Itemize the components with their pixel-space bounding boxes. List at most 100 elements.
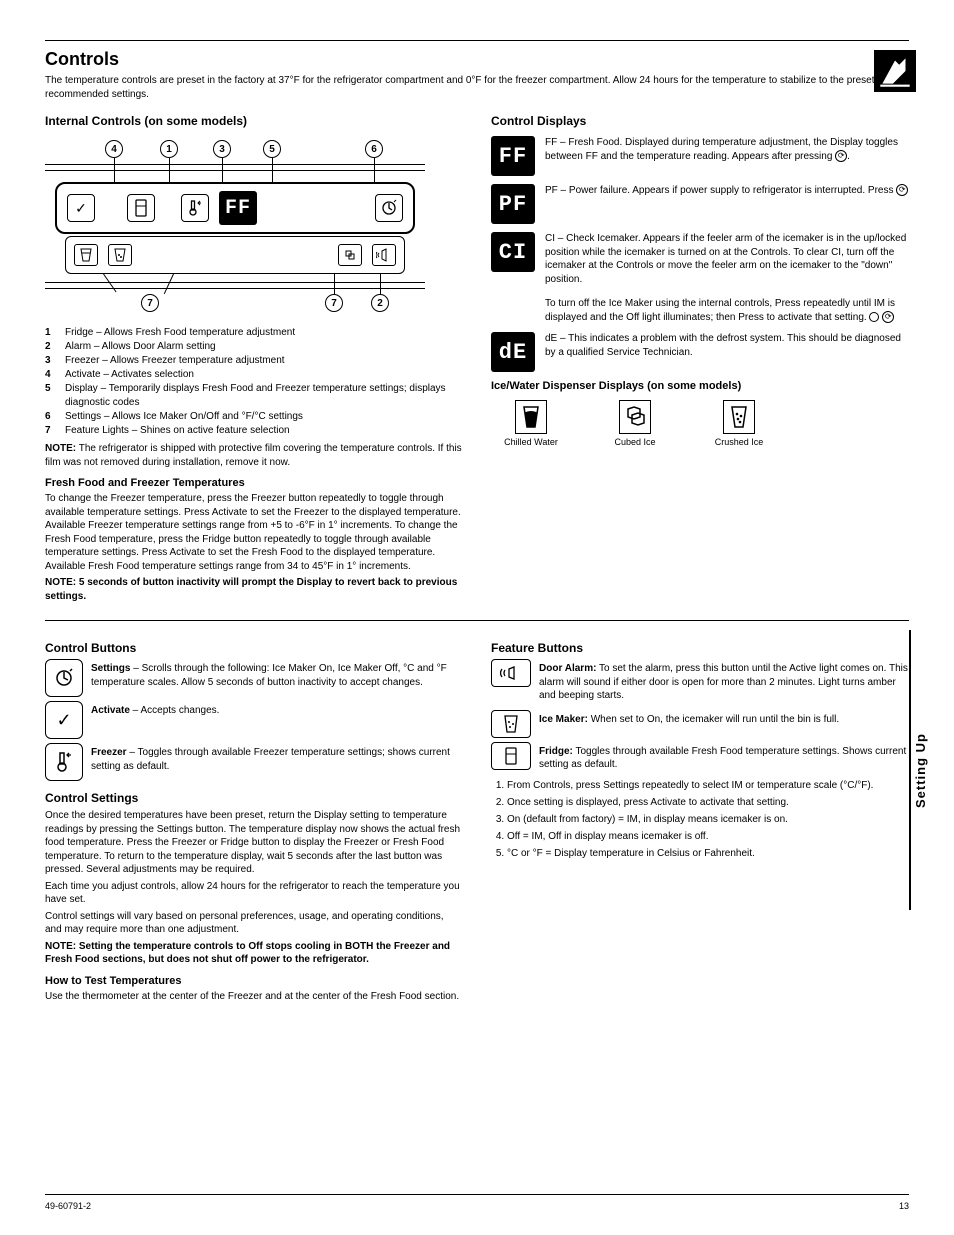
setup-corner-icon: [874, 50, 916, 92]
icemaker-desc: Ice Maker: When set to On, the icemaker …: [539, 713, 839, 727]
features-title: Feature Buttons: [491, 641, 909, 655]
activate-button[interactable]: ✓: [45, 701, 83, 739]
cubed-ice-icon: [619, 400, 651, 434]
ff-code: FF: [491, 136, 535, 176]
fridge-row: Fridge: Toggles through available Fresh …: [491, 742, 909, 775]
intro-text: The temperature controls are preset in t…: [45, 74, 909, 101]
callout-6: 6: [365, 140, 383, 158]
legend-item: 1Fridge – Allows Fresh Food temperature …: [45, 326, 463, 340]
de-code: dE: [491, 332, 535, 372]
section-rule: [45, 620, 909, 621]
lower-columns: Control Buttons Settings – Scrolls throu…: [45, 631, 909, 1006]
ice-crushed: Crushed Ice: [699, 400, 779, 447]
lower-left: Control Buttons Settings – Scrolls throu…: [45, 631, 463, 1006]
panel-title: Internal Controls (on some models): [45, 114, 463, 128]
temp-title: Fresh Food and Freezer Temperatures: [45, 477, 463, 489]
ice-disp-title: Ice/Water Dispenser Displays (on some mo…: [491, 380, 909, 392]
alarm-icon: [372, 244, 396, 266]
water-glass-icon: [515, 400, 547, 434]
how-text: Use the thermometer at the center of the…: [45, 990, 463, 1004]
door-alarm-button[interactable]: [491, 659, 531, 687]
display-ci: CI CI – Check Icemaker. Appears if the f…: [491, 232, 909, 289]
page-title: Controls: [45, 49, 909, 70]
step: Once setting is displayed, press Activat…: [507, 796, 909, 810]
temp-text: To change the Freezer temperature, press…: [45, 492, 463, 573]
legend-item: 2Alarm – Allows Door Alarm setting: [45, 340, 463, 354]
ice-cubed: Cubed Ice: [595, 400, 675, 447]
off-light-icon: [869, 312, 879, 322]
pf-text: PF – Power failure. Appears if power sup…: [545, 184, 908, 198]
footer: 49-60791-2 13: [45, 1194, 909, 1211]
settings-intro2: Each time you adjust controls, allow 24 …: [45, 880, 463, 907]
de-text: dE – This indicates a problem with the d…: [545, 332, 909, 359]
ci-text: CI – Check Icemaker. Appears if the feel…: [545, 232, 909, 286]
display-ff: FF FF – Fresh Food. Displayed during tem…: [491, 136, 909, 176]
right-column: Control Displays FF FF – Fresh Food. Dis…: [491, 104, 909, 606]
activate-button-icon: ✓: [67, 194, 95, 222]
how-title: How to Test Temperatures: [45, 975, 463, 987]
door-alarm-desc: Door Alarm: To set the alarm, press this…: [539, 662, 909, 703]
settings-section-title: Control Settings: [45, 791, 463, 805]
pf-code: PF: [491, 184, 535, 224]
step: Off = IM, Off in display means icemaker …: [507, 830, 909, 844]
callout-4: 4: [105, 140, 123, 158]
freezer-button-row: Freezer – Toggles through available Free…: [45, 743, 463, 781]
settings-vary: Control settings will vary based on pers…: [45, 910, 463, 937]
settings-button-icon: [375, 194, 403, 222]
settings-inline-icon: ⟳: [882, 311, 894, 323]
buttons-title: Control Buttons: [45, 641, 463, 655]
temp-note: NOTE: 5 seconds of button inactivity wil…: [45, 576, 463, 603]
settings-inline-icon: ⟳: [896, 184, 908, 196]
ice-chilled-water: Chilled Water: [491, 400, 571, 447]
legend-item: 3Freezer – Allows Freezer temperature ad…: [45, 354, 463, 368]
ci-code: CI: [491, 232, 535, 272]
door-alarm-row: Door Alarm: To set the alarm, press this…: [491, 659, 909, 706]
display-pf: PF PF – Power failure. Appears if power …: [491, 184, 909, 224]
panel-main-row: ✓ FF: [55, 182, 415, 234]
step: From Controls, press Settings repeatedly…: [507, 779, 909, 793]
settings-button-row: Settings – Scrolls through the following…: [45, 659, 463, 697]
ice-row: Chilled Water Cubed Ice Crushed Ice: [491, 400, 909, 447]
settings-desc: Settings – Scrolls through the following…: [91, 662, 463, 689]
lower-right: Feature Buttons Door Alarm: To set the a…: [491, 631, 909, 1006]
fridge-button[interactable]: [491, 742, 531, 770]
footer-right: 13: [899, 1201, 909, 1211]
water-icon: [74, 244, 98, 266]
display-seg7: FF: [219, 191, 257, 225]
crushed-icon: [108, 244, 132, 266]
step: °C or °F = Display temperature in Celsiu…: [507, 847, 909, 861]
ff-text: FF – Fresh Food. Displayed during temper…: [545, 136, 909, 163]
left-column: Internal Controls (on some models) 4 1 3…: [45, 104, 463, 606]
legend-item: 7Feature Lights – Shines on active featu…: [45, 424, 463, 438]
callout-3: 3: [213, 140, 231, 158]
callout-5: 5: [263, 140, 281, 158]
legend-item: 6Settings – Allows Ice Maker On/Off and …: [45, 410, 463, 424]
freezer-button-icon: [181, 194, 209, 222]
freezer-desc: Freezer – Toggles through available Free…: [91, 746, 463, 773]
panel-legend: 1Fridge – Allows Fresh Food temperature …: [45, 326, 463, 438]
fridge-desc: Fridge: Toggles through available Fresh …: [539, 745, 909, 772]
display-de: dE dE – This indicates a problem with th…: [491, 332, 909, 372]
settings-intro: Once the desired temperatures have been …: [45, 809, 463, 877]
settings-note: NOTE: Setting the temperature controls t…: [45, 940, 463, 967]
settings-button[interactable]: [45, 659, 83, 697]
icemaker-row: Ice Maker: When set to On, the icemaker …: [491, 710, 909, 738]
legend-item: 5Display – Temporarily displays Fresh Fo…: [45, 382, 463, 410]
side-tab-label: Setting Up: [913, 733, 928, 808]
activate-button-row: ✓ Activate – Accepts changes.: [45, 701, 463, 739]
footer-left: 49-60791-2: [45, 1201, 91, 1211]
freezer-button[interactable]: [45, 743, 83, 781]
settings-steps: From Controls, press Settings repeatedly…: [491, 779, 909, 861]
crushed-ice-icon: [723, 400, 755, 434]
icemaker-button[interactable]: [491, 710, 531, 738]
fridge-button-icon: [127, 194, 155, 222]
callout-7a: 7: [141, 294, 159, 312]
top-rule: [45, 40, 909, 41]
panel-note: NOTE: The refrigerator is shipped with p…: [45, 442, 463, 469]
side-tab: Setting Up: [909, 630, 929, 910]
callout-2: 2: [371, 294, 389, 312]
settings-inline-icon: ⟳: [835, 150, 847, 162]
upper-columns: Internal Controls (on some models) 4 1 3…: [45, 104, 909, 606]
panel-sub-row: [65, 236, 405, 274]
callout-7b: 7: [325, 294, 343, 312]
